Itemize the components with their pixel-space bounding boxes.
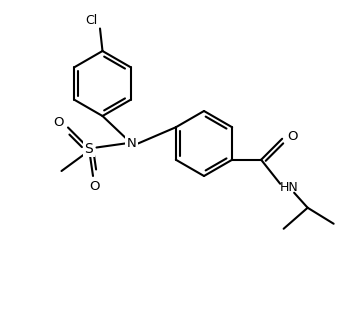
Text: O: O — [90, 179, 100, 193]
Text: HN: HN — [279, 181, 298, 194]
Text: Cl: Cl — [85, 13, 98, 26]
Text: S: S — [85, 142, 93, 156]
Text: O: O — [54, 116, 64, 129]
Text: N: N — [127, 137, 136, 150]
Text: O: O — [287, 130, 297, 143]
